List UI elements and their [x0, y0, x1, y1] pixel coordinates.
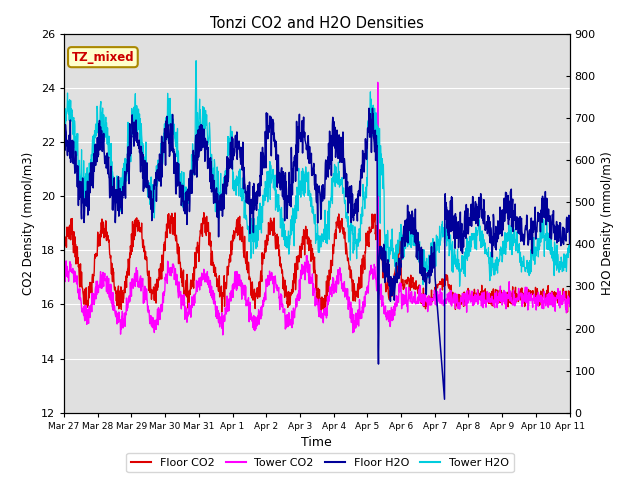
Tower CO2	[230, 281, 237, 287]
Y-axis label: CO2 Density (mmol/m3): CO2 Density (mmol/m3)	[22, 152, 35, 295]
Floor H2O	[396, 255, 403, 261]
Tower CO2	[396, 289, 403, 295]
Text: TZ_mixed: TZ_mixed	[72, 51, 134, 64]
Tower CO2	[219, 332, 227, 338]
Floor H2O	[566, 241, 573, 247]
Tower CO2	[160, 292, 168, 298]
Tower H2O	[192, 58, 200, 63]
Floor H2O	[441, 396, 449, 402]
Floor H2O	[160, 150, 168, 156]
Tower H2O	[60, 115, 68, 121]
Floor H2O	[506, 215, 514, 220]
Tower H2O	[230, 169, 237, 175]
Tower H2O	[173, 147, 180, 153]
Tower H2O	[396, 238, 403, 243]
Floor CO2	[173, 232, 180, 238]
Floor CO2	[160, 245, 168, 251]
Tower CO2	[374, 80, 381, 85]
X-axis label: Time: Time	[301, 436, 332, 449]
Tower CO2	[60, 283, 68, 289]
Tower H2O	[566, 241, 573, 247]
Tower CO2	[566, 304, 573, 310]
Tower CO2	[506, 298, 514, 304]
Y-axis label: H2O Density (mmol/m3): H2O Density (mmol/m3)	[601, 151, 614, 295]
Floor CO2	[317, 313, 324, 319]
Tower H2O	[506, 228, 514, 234]
Title: Tonzi CO2 and H2O Densities: Tonzi CO2 and H2O Densities	[210, 16, 424, 31]
Tower H2O	[456, 283, 463, 289]
Tower H2O	[461, 248, 469, 253]
Floor H2O	[173, 172, 180, 178]
Floor CO2	[200, 210, 207, 216]
Floor H2O	[369, 106, 376, 111]
Floor H2O	[229, 157, 237, 163]
Floor CO2	[60, 233, 68, 239]
Floor H2O	[60, 137, 68, 143]
Floor CO2	[396, 251, 403, 257]
Floor H2O	[461, 232, 469, 238]
Tower CO2	[173, 279, 180, 285]
Line: Floor CO2: Floor CO2	[64, 213, 570, 316]
Line: Tower H2O: Tower H2O	[64, 60, 570, 286]
Tower H2O	[160, 131, 168, 136]
Floor CO2	[230, 238, 237, 244]
Floor CO2	[461, 297, 469, 302]
Tower CO2	[461, 302, 469, 308]
Floor CO2	[506, 290, 514, 296]
Line: Tower CO2: Tower CO2	[64, 83, 570, 335]
Line: Floor H2O: Floor H2O	[64, 108, 570, 399]
Legend: Floor CO2, Tower CO2, Floor H2O, Tower H2O: Floor CO2, Tower CO2, Floor H2O, Tower H…	[126, 453, 514, 472]
Floor CO2	[566, 294, 573, 300]
